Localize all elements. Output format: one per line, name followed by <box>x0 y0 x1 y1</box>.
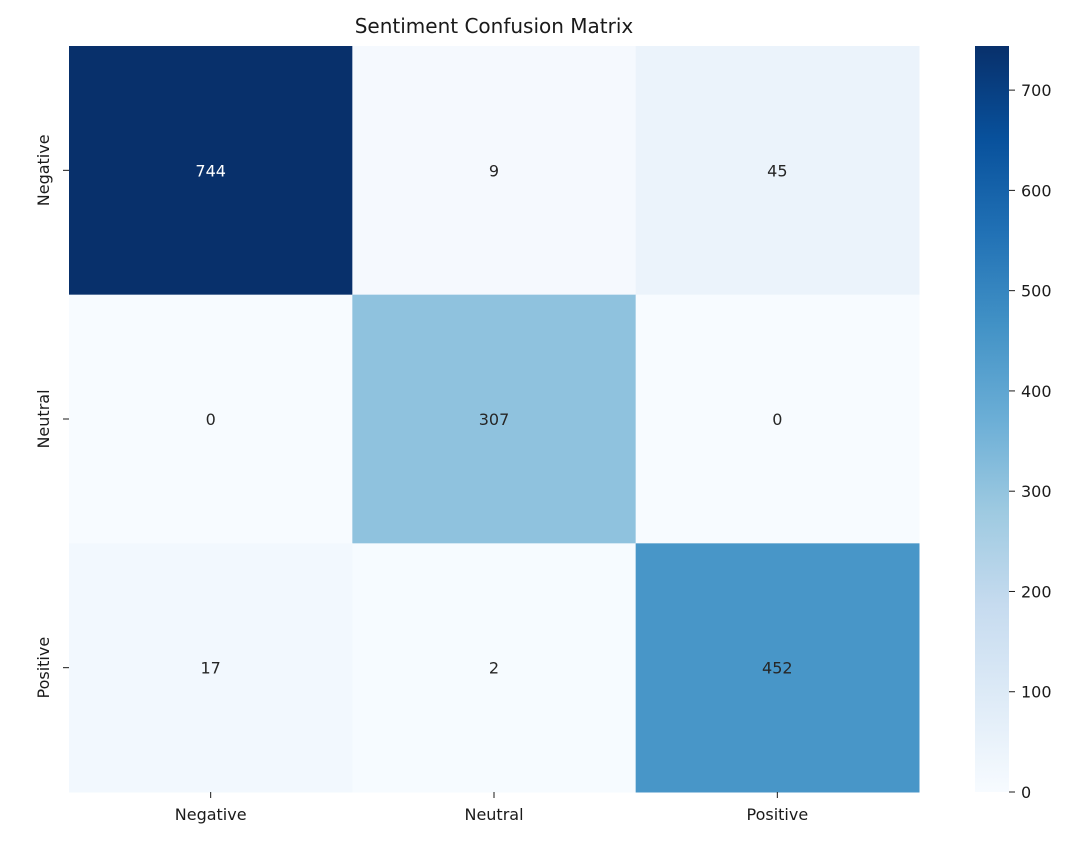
heatmap-cell-labels: 744 9 45 0 307 0 17 2 452 <box>195 161 792 677</box>
heatmap-cell-negative-negative <box>69 46 353 296</box>
colorbar: 0 100 200 300 400 500 600 700 <box>975 46 1052 802</box>
colorbar-tick-label: 400 <box>1021 382 1052 401</box>
cell-value-label: 45 <box>767 161 787 180</box>
heatmap-cell-positive-neutral <box>352 543 637 793</box>
heatmap-cell-neutral-neutral <box>352 294 637 544</box>
colorbar-gradient <box>975 46 1009 792</box>
cell-value-label: 307 <box>479 410 510 429</box>
y-axis: Negative Neutral Positive <box>34 134 69 699</box>
heatmap-cell-neutral-negative <box>69 294 353 544</box>
colorbar-tick-label: 600 <box>1021 181 1052 200</box>
x-tick-label: Negative <box>175 805 247 824</box>
colorbar-tick-label: 500 <box>1021 282 1052 301</box>
x-tick-label: Positive <box>746 805 808 824</box>
colorbar-tick-label: 100 <box>1021 683 1052 702</box>
heatmap-cell-negative-positive <box>635 46 920 296</box>
heatmap-cell-positive-negative <box>69 543 353 793</box>
cell-value-label: 9 <box>489 161 499 180</box>
colorbar-tick-label: 300 <box>1021 482 1052 501</box>
y-tick-label: Negative <box>34 134 53 206</box>
y-tick-label: Neutral <box>34 389 53 448</box>
heatmap-cell-neutral-positive <box>635 294 920 544</box>
cell-value-label: 2 <box>489 659 499 678</box>
cell-value-label: 0 <box>772 410 782 429</box>
colorbar-ticks: 0 100 200 300 400 500 600 700 <box>1009 81 1052 802</box>
colorbar-tick-label: 0 <box>1021 783 1031 802</box>
cell-value-label: 744 <box>195 161 226 180</box>
heatmap-cells <box>69 46 920 793</box>
heatmap-cell-negative-neutral <box>352 46 637 296</box>
heatmap-cell-positive-positive <box>635 543 920 793</box>
colorbar-tick-label: 700 <box>1021 81 1052 100</box>
x-tick-label: Neutral <box>464 805 523 824</box>
chart-title: Sentiment Confusion Matrix <box>355 14 634 38</box>
x-axis: Negative Neutral Positive <box>175 792 808 824</box>
cell-value-label: 452 <box>762 659 793 678</box>
cell-value-label: 17 <box>200 659 220 678</box>
cell-value-label: 0 <box>206 410 216 429</box>
y-tick-label: Positive <box>34 637 53 699</box>
colorbar-tick-label: 200 <box>1021 582 1052 601</box>
